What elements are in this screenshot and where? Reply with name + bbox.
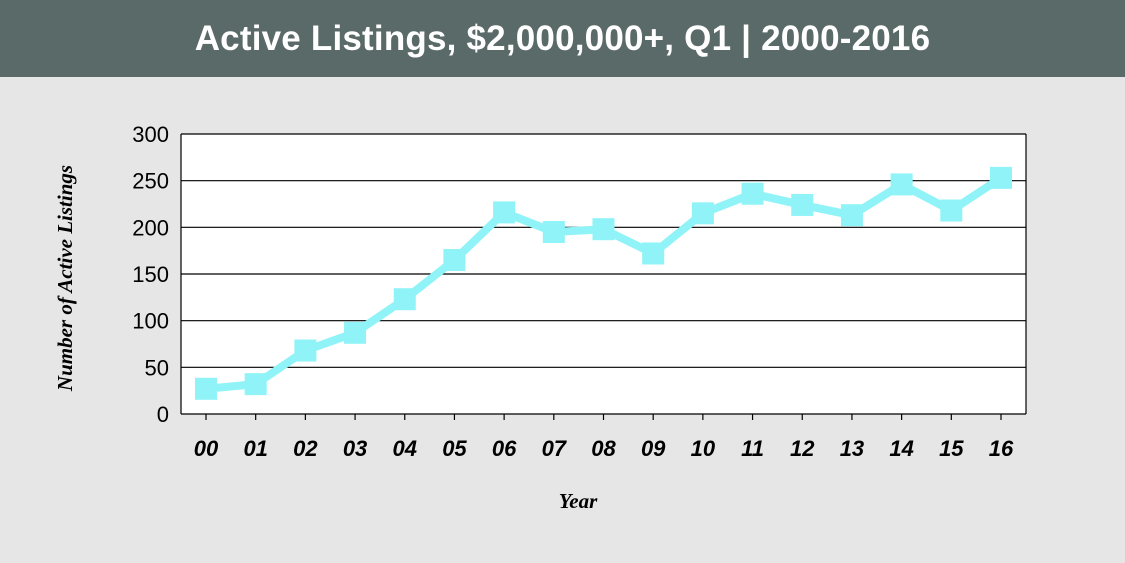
x-tick-label: 05 — [442, 436, 467, 461]
y-tick-label: 200 — [132, 215, 169, 240]
x-tick-label: 13 — [840, 436, 864, 461]
data-point-marker — [990, 166, 1012, 189]
axes — [180, 134, 1027, 420]
data-point-marker — [294, 339, 317, 362]
x-tick-label: 02 — [293, 436, 318, 461]
y-tick-label: 50 — [145, 355, 169, 380]
title-banner: Active Listings, $2,000,000+, Q1 | 2000-… — [0, 0, 1125, 77]
y-tick-labels: 0 50 100 150 200 250 300 — [132, 122, 169, 427]
data-point-marker — [493, 201, 516, 224]
data-point-marker — [344, 321, 367, 344]
data-point-marker — [890, 173, 913, 196]
x-tick-label: 09 — [641, 436, 666, 461]
data-point-marker — [691, 202, 714, 225]
y-tick-label: 150 — [132, 262, 169, 287]
x-tick-label: 12 — [790, 436, 815, 461]
x-tick-labels: 00 01 02 03 04 05 06 07 08 09 10 11 12 13 14 15 16 — [194, 436, 1014, 461]
x-tick-label: 04 — [393, 436, 417, 461]
chart-title: Active Listings, $2,000,000+, Q1 | 2000-… — [194, 18, 931, 58]
x-tick-label: 01 — [243, 436, 267, 461]
x-tick-label: 15 — [939, 436, 964, 461]
y-tick-label: 250 — [132, 169, 169, 194]
x-tick-label: 10 — [691, 436, 716, 461]
y-axis-title: Number of Active Listings — [53, 165, 77, 392]
x-tick-label: 16 — [989, 436, 1014, 461]
x-tick-label: 14 — [889, 436, 913, 461]
series-group — [195, 166, 1012, 400]
x-tick-label: 08 — [591, 436, 616, 461]
data-point-marker — [443, 249, 466, 271]
x-tick-label: 06 — [492, 436, 517, 461]
data-point-marker — [393, 288, 416, 311]
data-point-marker — [244, 373, 267, 396]
data-point-marker — [940, 199, 963, 222]
data-point-marker — [791, 193, 814, 216]
x-tick-label: 00 — [194, 436, 219, 461]
x-tick-label: 11 — [741, 436, 764, 461]
data-point-marker — [840, 204, 863, 227]
data-point-marker — [592, 218, 615, 241]
data-point-marker — [741, 182, 764, 205]
y-tick-label: 100 — [132, 309, 169, 334]
y-tick-label: 0 — [157, 402, 169, 427]
x-tick-label: 07 — [542, 436, 568, 461]
y-tick-label: 300 — [132, 122, 169, 147]
data-point-marker — [195, 377, 217, 400]
x-tick-label: 03 — [343, 436, 367, 461]
data-point-marker — [542, 221, 565, 243]
data-point-marker — [642, 242, 665, 265]
x-axis-title: Year — [559, 489, 598, 513]
